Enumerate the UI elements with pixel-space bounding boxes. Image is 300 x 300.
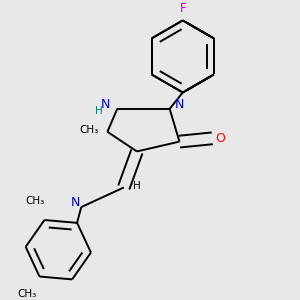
Text: N: N xyxy=(70,196,80,209)
Text: H: H xyxy=(133,181,141,191)
Text: CH₃: CH₃ xyxy=(80,125,99,135)
Text: F: F xyxy=(179,2,186,16)
Text: N: N xyxy=(101,98,110,111)
Text: O: O xyxy=(215,132,225,145)
Text: CH₃: CH₃ xyxy=(18,289,37,299)
Text: CH₃: CH₃ xyxy=(26,196,45,206)
Text: N: N xyxy=(175,98,184,111)
Text: H: H xyxy=(95,106,103,116)
